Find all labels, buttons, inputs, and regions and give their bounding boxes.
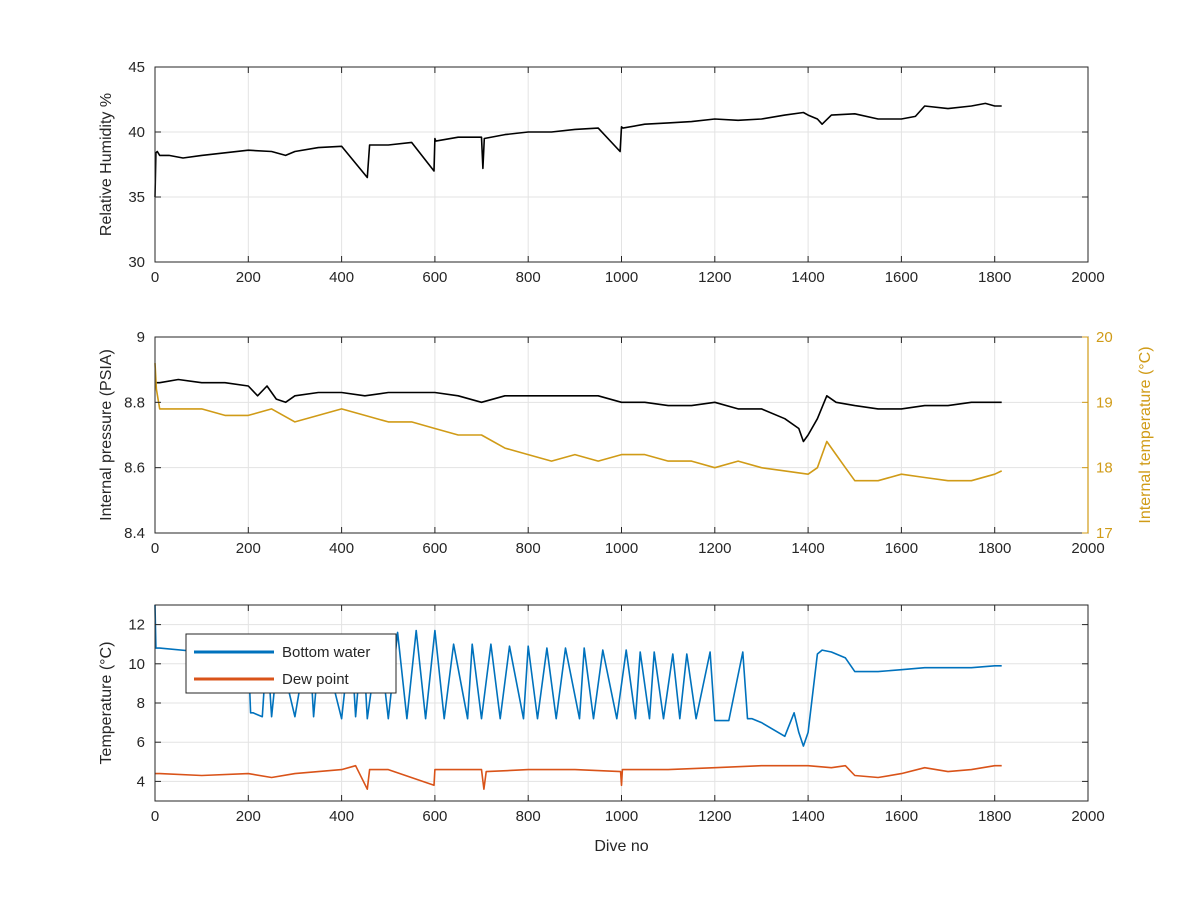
x-tick-label: 1600 [885, 808, 918, 825]
x-tick-label: 1600 [885, 540, 918, 557]
x-axis-label: Dive no [594, 838, 648, 855]
x-tick-label: 1800 [978, 808, 1011, 825]
x-tick-label: 1000 [605, 808, 638, 825]
y-tick-label: 8.6 [124, 460, 145, 477]
x-tick-label: 600 [422, 540, 447, 557]
x-tick-label: 1400 [791, 808, 824, 825]
x-tick-label: 200 [236, 808, 261, 825]
x-tick-label: 2000 [1071, 269, 1104, 286]
y2-tick-label: 19 [1096, 394, 1113, 411]
x-tick-label: 800 [516, 808, 541, 825]
x-tick-label: 800 [516, 269, 541, 286]
x-tick-label: 0 [151, 540, 159, 557]
x-tick-label: 1800 [978, 269, 1011, 286]
y2-tick-label: 20 [1096, 329, 1113, 346]
legend-box [185, 633, 397, 694]
x-tick-label: 400 [329, 540, 354, 557]
y-tick-label: 4 [137, 773, 145, 790]
x-tick-label: 800 [516, 540, 541, 557]
x-tick-label: 0 [151, 808, 159, 825]
x-tick-label: 1000 [605, 540, 638, 557]
y-tick-label: 12 [128, 617, 145, 634]
y-tick-label: 30 [128, 254, 145, 271]
y-tick-label: 9 [137, 329, 145, 346]
x-tick-label: 200 [236, 540, 261, 557]
legend-label: Dew point [282, 671, 350, 688]
x-tick-label: 200 [236, 269, 261, 286]
series-line-primary [155, 378, 1002, 443]
x-tick-label: 400 [329, 269, 354, 286]
x-tick-label: 1400 [791, 540, 824, 557]
x-tick-label: 400 [329, 808, 354, 825]
series-line-primary [154, 102, 1002, 198]
x-tick-label: 1200 [698, 540, 731, 557]
x-tick-label: 1200 [698, 808, 731, 825]
series-line-dew-point [155, 764, 1002, 791]
y-tick-label: 8 [137, 695, 145, 712]
series-line-internal-temperature [154, 363, 1003, 482]
x-tick-label: 2000 [1071, 540, 1104, 557]
x-tick-label: 1600 [885, 269, 918, 286]
y-tick-label: 40 [128, 124, 145, 141]
y-tick-label: 6 [137, 734, 145, 751]
legend-label: Bottom water [282, 644, 370, 661]
chart-panel-1: 0 200 400 600 800 1000 1200 1400 1600 1800 2000 30 3… [98, 59, 1105, 286]
x-tick-label: 1800 [978, 540, 1011, 557]
x-tick-label: 1000 [605, 269, 638, 286]
x-tick-label: 0 [151, 269, 159, 286]
x-tick-label: 600 [422, 269, 447, 286]
x-tick-label: 600 [422, 808, 447, 825]
y2-tick-label: 17 [1096, 525, 1113, 542]
y-tick-label: 35 [128, 189, 145, 206]
x-tick-label: 1200 [698, 269, 731, 286]
y-tick-label: 8.8 [124, 394, 145, 411]
y-axis-label: Temperature (°C) [98, 642, 115, 765]
chart-panel-2: 0 200 400 600 800 1000 1200 1400 1600 1800 2000 8.4… [98, 329, 1154, 557]
x-tick-label: 2000 [1071, 808, 1104, 825]
y-tick-label: 45 [128, 59, 145, 76]
x-tick-label: 1400 [791, 269, 824, 286]
y-tick-label: 10 [128, 656, 145, 673]
y-tick-label: 8.4 [124, 525, 145, 542]
y-axis-label: Internal pressure (PSIA) [98, 349, 115, 521]
legend: Bottom water Dew point [185, 633, 397, 694]
y2-tick-label: 18 [1096, 460, 1113, 477]
y2-axis-label: Internal temperature (°C) [1137, 346, 1154, 523]
y-axis-label: Relative Humidity % [98, 93, 115, 236]
series-line-bottom-water [154, 604, 1002, 747]
chart-panel-3: 0 200 400 600 800 1000 1200 1400 1600 1800 2000 4 6 8… [98, 604, 1105, 855]
